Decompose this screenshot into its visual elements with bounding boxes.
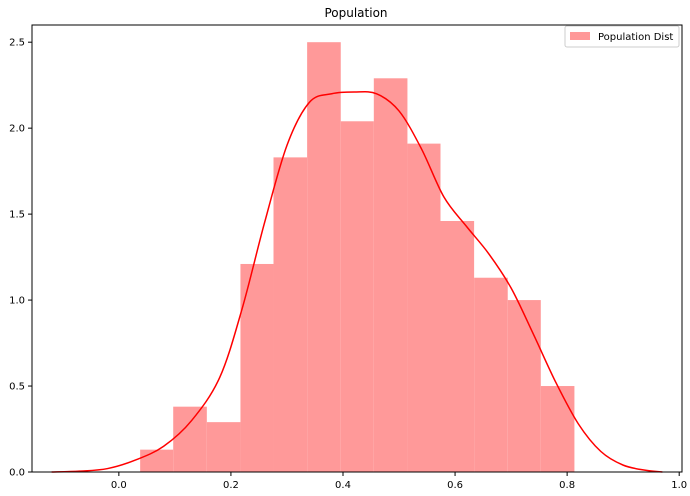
histogram-bar (240, 263, 274, 472)
axes-frame (31, 24, 683, 473)
plot-area (31, 24, 683, 473)
x-tick-label: 0.8 (559, 480, 575, 491)
x-tick-label: 0.6 (447, 480, 463, 491)
histogram-bar (540, 386, 575, 472)
x-tick-label: 0.0 (111, 480, 127, 491)
chart-title: Population (324, 6, 387, 20)
histogram-bar (273, 157, 308, 472)
kde-curve (51, 90, 663, 473)
y-tick-label: 1.5 (9, 210, 25, 221)
y-axis: 0.0 0.5 1.0 1.5 2.0 2.5 (9, 38, 32, 479)
legend-entry-label: Population Dist (598, 32, 673, 43)
x-tick-label: 0.2 (223, 480, 239, 491)
histogram-bar (507, 300, 541, 472)
y-tick-label: 2.5 (9, 38, 25, 49)
x-tick-label: 0.4 (335, 480, 351, 491)
histogram-bar (373, 78, 408, 473)
legend: Population Dist (564, 25, 680, 48)
histogram-bar (140, 449, 174, 472)
histogram-bar (440, 220, 475, 472)
histogram-bar (206, 422, 241, 472)
legend-swatch (570, 32, 590, 40)
x-tick-label: 1.0 (671, 480, 687, 491)
legend-box (564, 25, 680, 48)
histogram-bar (307, 42, 341, 472)
histogram-bar (173, 406, 207, 472)
histogram-bar (340, 121, 374, 473)
histogram-bar (407, 143, 441, 472)
x-axis: 0.0 0.2 0.4 0.6 0.8 1.0 (111, 472, 687, 491)
y-tick-label: 1.0 (9, 296, 25, 307)
histogram-bar (474, 277, 508, 472)
y-tick-label: 0.0 (9, 468, 25, 479)
y-tick-label: 2.0 (9, 124, 25, 135)
y-tick-label: 0.5 (9, 382, 25, 393)
